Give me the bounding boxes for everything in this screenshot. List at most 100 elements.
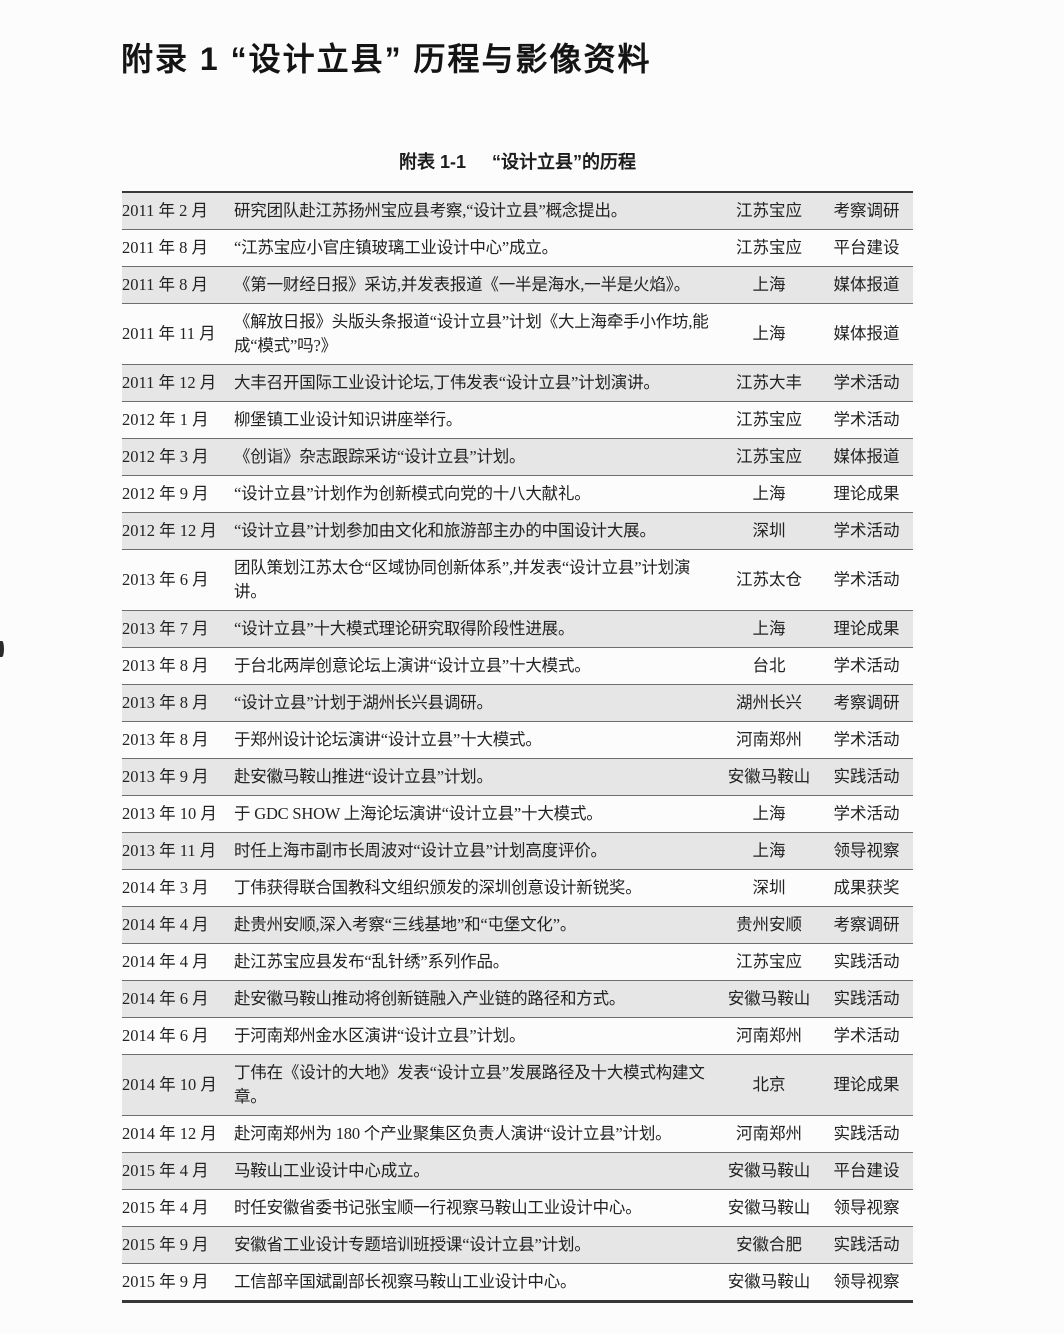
table-row: 2013 年 8 月 于郑州设计论坛演讲“设计立县”十大模式。 河南郑州 学术活… (122, 722, 913, 759)
table-row: 2012 年 12 月 “设计立县”计划参加由文化和旅游部主办的中国设计大展。 … (122, 512, 913, 550)
table-row: 2014 年 4 月 赴贵州安顺,深入考察“三线基地”和“屯堡文化”。 贵州安顺… (122, 906, 913, 944)
cell-location: 上海 (752, 619, 786, 638)
cell-date: 2014 年 4 月 (122, 952, 209, 971)
cell-category: 学术活动 (833, 804, 900, 823)
cell-event: “江苏宝应小官庄镇玻璃工业设计中心”成立。 (234, 238, 558, 257)
table-row: 2013 年 8 月 “设计立县”计划于湖州长兴县调研。 湖州长兴 考察调研 (122, 684, 913, 722)
cell-date: 2015 年 4 月 (122, 1161, 209, 1180)
page-title: 附录 1 “设计立县” 历程与影像资料 (121, 41, 652, 77)
cell-location: 河南郑州 (736, 1026, 802, 1045)
cell-date: 2013 年 10 月 (122, 804, 217, 823)
cell-date: 2014 年 12 月 (122, 1124, 217, 1143)
table-row: 2014 年 4 月 赴江苏宝应县发布“乱针绣”系列作品。 江苏宝应 实践活动 (122, 944, 913, 981)
cell-date: 2015 年 4 月 (122, 1198, 209, 1217)
cell-category: 学术活动 (833, 656, 900, 675)
cell-location: 上海 (752, 275, 786, 294)
cell-location: 湖州长兴 (736, 693, 802, 712)
cell-category: 实践活动 (833, 1235, 900, 1254)
cell-category: 理论成果 (833, 484, 900, 503)
cell-date: 2013 年 8 月 (122, 656, 209, 675)
cell-category: 实践活动 (833, 952, 900, 971)
cell-event: 团队策划江苏太仓“区域协同创新体系”,并发表“设计立县”计划演讲。 (234, 558, 691, 601)
cell-event: 时任安徽省委书记张宝顺一行视察马鞍山工业设计中心。 (234, 1198, 642, 1217)
table-row: 2014 年 10 月 丁伟在《设计的大地》发表“设计立县”发展路径及十大模式构… (122, 1054, 913, 1116)
cell-date: 2013 年 8 月 (122, 730, 209, 749)
cell-event: 大丰召开国际工业设计论坛,丁伟发表“设计立县”计划演讲。 (234, 373, 660, 392)
cell-category: 学术活动 (833, 1026, 900, 1045)
cell-date: 2013 年 11 月 (122, 841, 217, 860)
table-row: 2013 年 9 月 赴安徽马鞍山推进“设计立县”计划。 安徽马鞍山 实践活动 (122, 758, 913, 796)
cell-category: 理论成果 (833, 619, 900, 638)
cell-category: 学术活动 (833, 373, 900, 392)
cell-date: 2012 年 3 月 (122, 447, 209, 466)
cell-location: 上海 (752, 841, 786, 860)
cell-category: 学术活动 (833, 730, 900, 749)
table-row: 2011 年 8 月 “江苏宝应小官庄镇玻璃工业设计中心”成立。 江苏宝应 平台… (122, 230, 913, 267)
cell-category: 考察调研 (833, 915, 900, 934)
cell-date: 2011 年 8 月 (122, 238, 209, 257)
cell-location: 台北 (752, 656, 786, 675)
cell-location: 安徽合肥 (736, 1235, 802, 1254)
cell-event: “设计立县”计划参加由文化和旅游部主办的中国设计大展。 (234, 521, 656, 540)
table-row: 2013 年 8 月 于台北两岸创意论坛上演讲“设计立县”十大模式。 台北 学术… (122, 648, 913, 685)
table-caption-label: 附表 1-1 (398, 152, 467, 172)
table-row: 2013 年 10 月 于 GDC SHOW 上海论坛演讲“设计立县”十大模式。… (122, 796, 913, 833)
cell-event: 赴安徽马鞍山推动将创新链融入产业链的路径和方式。 (234, 989, 626, 1008)
cell-category: 考察调研 (833, 201, 900, 220)
cell-date: 2014 年 10 月 (122, 1075, 217, 1094)
cell-category: 平台建设 (833, 1161, 900, 1180)
cell-date: 2014 年 3 月 (122, 878, 209, 897)
cell-date: 2015 年 9 月 (122, 1272, 209, 1291)
cell-date: 2013 年 7 月 (122, 619, 209, 638)
cell-event: “设计立县”十大模式理论研究取得阶段性进展。 (234, 619, 575, 638)
cell-location: 江苏太仓 (736, 570, 802, 589)
table-row: 2011 年 2 月 研究团队赴江苏扬州宝应县考察,“设计立县”概念提出。 江苏… (122, 192, 913, 230)
cell-location: 安徽马鞍山 (727, 1272, 811, 1291)
cell-category: 学术活动 (833, 521, 900, 540)
cell-category: 领导视察 (833, 1198, 900, 1217)
cell-category: 考察调研 (833, 693, 900, 712)
cell-location: 江苏宝应 (736, 201, 802, 220)
table-row: 2012 年 3 月 《创诣》杂志跟踪采访“设计立县”计划。 江苏宝应 媒体报道 (122, 438, 913, 476)
cell-event: 赴河南郑州为 180 个产业聚集区负责人演讲“设计立县”计划。 (234, 1124, 672, 1143)
cell-category: 学术活动 (833, 410, 900, 429)
table-row: 2014 年 6 月 于河南郑州金水区演讲“设计立县”计划。 河南郑州 学术活动 (122, 1018, 913, 1055)
table-row: 2012 年 9 月 “设计立县”计划作为创新模式向党的十八大献礼。 上海 理论… (122, 476, 913, 513)
cell-event: 《第一财经日报》采访,并发表报道《一半是海水,一半是火焰》。 (234, 275, 691, 294)
cell-date: 2014 年 4 月 (122, 915, 209, 934)
cell-event: “设计立县”计划作为创新模式向党的十八大献礼。 (234, 484, 591, 503)
cell-location: 贵州安顺 (736, 915, 802, 934)
cell-category: 实践活动 (833, 767, 900, 786)
cell-event: 于台北两岸创意论坛上演讲“设计立县”十大模式。 (234, 656, 591, 675)
cell-category: 领导视察 (833, 1272, 900, 1291)
table-row: 2014 年 12 月 赴河南郑州为 180 个产业聚集区负责人演讲“设计立县”… (122, 1116, 913, 1153)
cell-location: 安徽马鞍山 (727, 989, 811, 1008)
cell-category: 成果获奖 (833, 878, 900, 897)
cell-location: 江苏宝应 (736, 952, 802, 971)
cell-event: 研究团队赴江苏扬州宝应县考察,“设计立县”概念提出。 (234, 201, 628, 220)
cell-date: 2013 年 9 月 (122, 767, 209, 786)
cell-location: 江苏宝应 (736, 238, 802, 257)
cell-category: 媒体报道 (833, 447, 900, 466)
cell-location: 北京 (752, 1075, 786, 1094)
cell-event: 于 GDC SHOW 上海论坛演讲“设计立县”十大模式。 (234, 804, 603, 823)
cell-date: 2011 年 8 月 (122, 275, 209, 294)
cell-location: 江苏宝应 (736, 447, 802, 466)
table-caption: 附表 1-1 “设计立县”的历程 (122, 148, 913, 174)
cell-date: 2015 年 9 月 (122, 1235, 209, 1254)
cell-location: 江苏宝应 (736, 410, 802, 429)
cell-category: 实践活动 (833, 1124, 900, 1143)
cell-event: 柳堡镇工业设计知识讲座举行。 (234, 410, 463, 429)
cell-event: 于郑州设计论坛演讲“设计立县”十大模式。 (234, 730, 542, 749)
cell-date: 2012 年 9 月 (122, 484, 209, 503)
cell-category: 媒体报道 (833, 275, 900, 294)
cell-event: 《解放日报》头版头条报道“设计立县”计划《大上海牵手小作坊,能成“模式”吗?》 (234, 312, 709, 355)
cell-location: 深圳 (752, 521, 786, 540)
cell-event: 安徽省工业设计专题培训班授课“设计立县”计划。 (234, 1235, 591, 1254)
table-row: 2013 年 6 月 团队策划江苏太仓“区域协同创新体系”,并发表“设计立县”计… (122, 550, 913, 611)
cell-date: 2014 年 6 月 (122, 1026, 209, 1045)
cell-date: 2011 年 12 月 (122, 373, 217, 392)
table-caption-title: “设计立县”的历程 (492, 152, 637, 172)
cell-location: 安徽马鞍山 (727, 1161, 811, 1180)
cell-event: 时任上海市副市长周波对“设计立县”计划高度评价。 (234, 841, 607, 860)
